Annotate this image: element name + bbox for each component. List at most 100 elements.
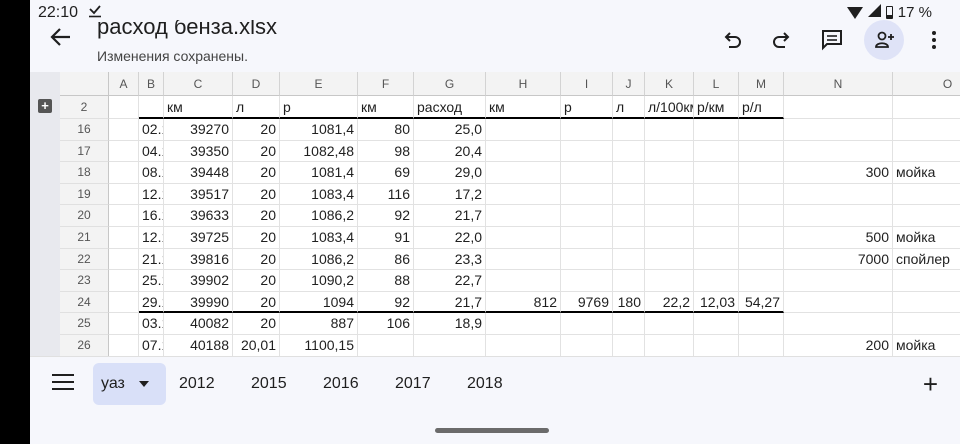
cell-o21[interactable]: мойка — [893, 227, 960, 249]
cell-n17[interactable] — [784, 140, 893, 163]
cell-k19[interactable] — [645, 183, 694, 206]
row-header-19[interactable]: 19 — [60, 183, 109, 206]
expand-group-icon[interactable]: + — [38, 99, 52, 113]
cell-h16[interactable] — [486, 119, 561, 141]
cell-d16[interactable]: 20 — [233, 119, 280, 141]
cell-f24[interactable]: 92 — [358, 291, 414, 314]
cell-l23[interactable] — [694, 270, 739, 292]
row-header-17[interactable]: 17 — [60, 140, 109, 163]
cell-l17[interactable] — [694, 140, 739, 163]
column-header-d[interactable]: D — [233, 72, 280, 96]
cell-l24[interactable]: 12,03 — [694, 291, 739, 314]
cell-g19[interactable]: 17,2 — [414, 183, 486, 206]
cell-m26[interactable] — [739, 335, 784, 356]
cell-k16[interactable] — [645, 119, 694, 141]
cell-c2[interactable]: км — [164, 96, 233, 119]
cell-o24[interactable] — [893, 292, 960, 314]
cell-b2[interactable] — [139, 96, 164, 119]
cell-g2[interactable]: расход — [414, 96, 486, 119]
document-title[interactable]: расход бенза.xlsx — [97, 14, 277, 39]
cell-g17[interactable]: 20,4 — [414, 140, 486, 163]
sheet-tab-6[interactable]: 2018 — [459, 363, 511, 405]
cell-g21[interactable]: 22,0 — [414, 227, 486, 249]
cell-n2[interactable] — [784, 96, 893, 119]
cell-d23[interactable]: 20 — [233, 270, 280, 292]
cell-b16[interactable]: 02.11 — [139, 119, 164, 141]
column-header-c[interactable]: C — [164, 72, 233, 96]
row-header-25[interactable]: 25 — [60, 313, 109, 335]
cell-h20[interactable] — [486, 205, 561, 227]
cell-b18[interactable]: 08.11 — [139, 162, 164, 184]
cell-j18[interactable] — [613, 162, 645, 184]
cell-o18[interactable]: мойка — [893, 162, 960, 184]
sheet-tab-2[interactable]: 2012 — [171, 363, 223, 405]
cell-n21[interactable]: 500 — [784, 227, 893, 249]
cell-j21[interactable] — [613, 227, 645, 249]
cell-d20[interactable]: 20 — [233, 205, 280, 227]
cell-a19[interactable] — [109, 183, 139, 206]
cell-l21[interactable] — [694, 227, 739, 249]
cell-e23[interactable]: 1090,2 — [280, 270, 358, 292]
cell-n18[interactable]: 300 — [784, 162, 893, 184]
share-button[interactable] — [864, 20, 904, 60]
cell-m23[interactable] — [739, 270, 784, 292]
cell-i16[interactable] — [561, 119, 613, 141]
cell-j17[interactable] — [613, 140, 645, 163]
cell-n16[interactable] — [784, 119, 893, 141]
cell-a18[interactable] — [109, 162, 139, 184]
cell-c18[interactable]: 39448 — [164, 162, 233, 184]
cell-l22[interactable] — [694, 248, 739, 271]
cell-l26[interactable] — [694, 335, 739, 356]
cell-f23[interactable]: 88 — [358, 270, 414, 292]
cell-h25[interactable] — [486, 313, 561, 335]
cell-o20[interactable] — [893, 205, 960, 227]
cell-d25[interactable]: 20 — [233, 313, 280, 335]
cell-f16[interactable]: 80 — [358, 119, 414, 141]
cell-g25[interactable]: 18,9 — [414, 313, 486, 335]
cell-e25[interactable]: 887 — [280, 313, 358, 335]
cell-f2[interactable]: км — [358, 96, 414, 119]
cell-k2[interactable]: л/100км — [645, 96, 694, 119]
cell-i25[interactable] — [561, 313, 613, 335]
cell-m25[interactable] — [739, 313, 784, 335]
cell-e19[interactable]: 1083,4 — [280, 183, 358, 206]
cell-d24[interactable]: 20 — [233, 291, 280, 314]
cell-b26[interactable]: 07.12 — [139, 335, 164, 356]
cell-k22[interactable] — [645, 248, 694, 271]
cell-c26[interactable]: 40188 — [164, 335, 233, 356]
cell-b22[interactable]: 21.11 — [139, 248, 164, 271]
cell-g26[interactable] — [414, 335, 486, 356]
row-header-20[interactable]: 20 — [60, 205, 109, 227]
row-header-2[interactable]: 2 — [60, 96, 109, 119]
cell-j19[interactable] — [613, 183, 645, 206]
sheet-tab-3[interactable]: 2015 — [243, 363, 295, 405]
row-header-16[interactable]: 16 — [60, 119, 109, 141]
sheet-tab-1[interactable]: уаз — [93, 363, 166, 405]
cell-o23[interactable] — [893, 270, 960, 292]
cell-j2[interactable]: л — [613, 96, 645, 119]
redo-button[interactable] — [762, 20, 802, 60]
cell-j26[interactable] — [613, 335, 645, 356]
cell-a25[interactable] — [109, 313, 139, 335]
cell-h17[interactable] — [486, 140, 561, 163]
cell-f21[interactable]: 91 — [358, 227, 414, 249]
cell-i18[interactable] — [561, 162, 613, 184]
cell-f19[interactable]: 116 — [358, 183, 414, 206]
cell-k21[interactable] — [645, 227, 694, 249]
cell-o26[interactable]: мойка — [893, 335, 960, 356]
cell-d19[interactable]: 20 — [233, 183, 280, 206]
cell-i2[interactable]: р — [561, 96, 613, 119]
cell-a16[interactable] — [109, 119, 139, 141]
cell-h18[interactable] — [486, 162, 561, 184]
cell-f26[interactable] — [358, 335, 414, 356]
cell-l18[interactable] — [694, 162, 739, 184]
cell-i23[interactable] — [561, 270, 613, 292]
cell-n26[interactable]: 200 — [784, 335, 893, 356]
back-arrow-icon[interactable] — [46, 22, 76, 52]
column-header-h[interactable]: H — [486, 72, 561, 96]
cell-l2[interactable]: р/км — [694, 96, 739, 119]
dropdown-caret-icon[interactable] — [138, 380, 149, 387]
cell-b24[interactable]: 29.11 — [139, 291, 164, 314]
column-header-b[interactable]: B — [139, 72, 164, 96]
cell-b17[interactable]: 04.11 — [139, 140, 164, 163]
